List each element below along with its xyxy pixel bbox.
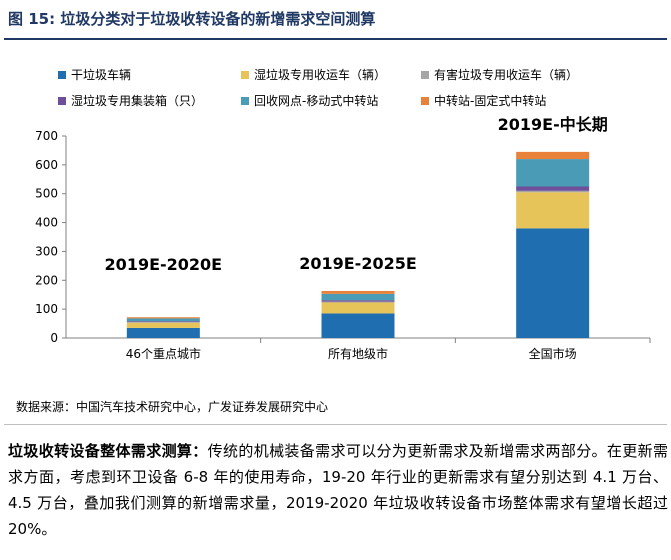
y-tick-label: 700 bbox=[35, 129, 58, 143]
legend-item: 湿垃圾专用收运车（辆） bbox=[241, 66, 386, 83]
bar-segment bbox=[516, 192, 590, 229]
legend-swatch bbox=[241, 70, 249, 79]
figure-title: 图 15: 垃圾分类对于垃圾收转设备的新增需求空间测算 bbox=[8, 10, 376, 28]
legend-label: 湿垃圾专用收运车（辆） bbox=[254, 68, 387, 82]
period-annotation: 2019E-中长期 bbox=[498, 115, 608, 134]
bar-segment bbox=[516, 159, 590, 187]
legend-item: 回收网点-移动式中转站 bbox=[241, 92, 378, 109]
bar-segment bbox=[126, 321, 200, 323]
bar-segment bbox=[126, 322, 200, 323]
bar-segment bbox=[321, 293, 395, 301]
legend-label: 有害垃圾专用收运车（辆） bbox=[434, 68, 579, 82]
legend-label: 回收网点-移动式中转站 bbox=[254, 94, 379, 108]
legend-swatch bbox=[58, 96, 66, 105]
data-source: 数据来源：中国汽车技术研究中心，广发证券发展研究中心 bbox=[16, 400, 329, 414]
legend-item: 干垃圾车辆 bbox=[58, 66, 131, 83]
period-annotation: 2019E-2025E bbox=[299, 254, 417, 273]
legend-item: 中转站-固定式中转站 bbox=[421, 92, 546, 109]
legend-swatch bbox=[241, 96, 249, 105]
bar-segment bbox=[321, 302, 395, 314]
y-tick-label: 600 bbox=[35, 158, 58, 172]
legend-label: 中转站-固定式中转站 bbox=[434, 94, 547, 108]
body-text: 传统的机械装备需求可以分为更新需求及新增需求两部分。在更新需求方面，考虑到环卫设… bbox=[8, 442, 668, 538]
bar-segment bbox=[321, 301, 395, 303]
bar-segment bbox=[516, 228, 590, 338]
y-tick-label: 400 bbox=[35, 216, 58, 230]
bar-segment bbox=[516, 190, 590, 193]
x-tick-label: 全国市场 bbox=[529, 346, 577, 361]
legend-swatch bbox=[421, 70, 429, 79]
legend-label: 湿垃圾专用集装箱（只） bbox=[71, 94, 204, 108]
legend-item: 湿垃圾专用集装箱（只） bbox=[58, 92, 203, 109]
legend-item: 有害垃圾专用收运车（辆） bbox=[421, 66, 578, 83]
bar-segment bbox=[321, 290, 395, 294]
period-annotation: 2019E-2020E bbox=[105, 255, 223, 274]
bar-segment bbox=[126, 322, 200, 328]
y-tick-label: 0 bbox=[50, 331, 58, 345]
body-lead: 垃圾收转设备整体需求测算： bbox=[8, 442, 208, 460]
bar-segment bbox=[321, 313, 395, 338]
stacked-bar-chart: 0 100 200 300 400 500 600 700 46个重点城市 2019E-2020E… bbox=[35, 115, 651, 361]
title-divider bbox=[4, 38, 667, 40]
bar-segment bbox=[126, 318, 200, 322]
source-divider bbox=[4, 424, 667, 425]
x-tick-label: 所有地级市 bbox=[328, 346, 388, 361]
legend-label: 干垃圾车辆 bbox=[71, 68, 132, 82]
y-tick-label: 300 bbox=[35, 244, 58, 258]
bar-segment bbox=[516, 151, 590, 160]
body-paragraph: 垃圾收转设备整体需求测算：传统的机械装备需求可以分为更新需求及新增需求两部分。在… bbox=[8, 438, 668, 542]
bar-segment bbox=[321, 300, 395, 302]
y-tick-label: 200 bbox=[35, 273, 58, 287]
bar-segment bbox=[126, 317, 200, 319]
bar-segment bbox=[126, 327, 200, 338]
x-tick-label: 46个重点城市 bbox=[126, 346, 201, 361]
y-tick-label: 500 bbox=[35, 187, 58, 201]
bar-segment bbox=[516, 186, 590, 191]
legend-swatch bbox=[58, 70, 66, 79]
legend-swatch bbox=[421, 96, 429, 105]
y-tick-label: 100 bbox=[35, 302, 58, 316]
